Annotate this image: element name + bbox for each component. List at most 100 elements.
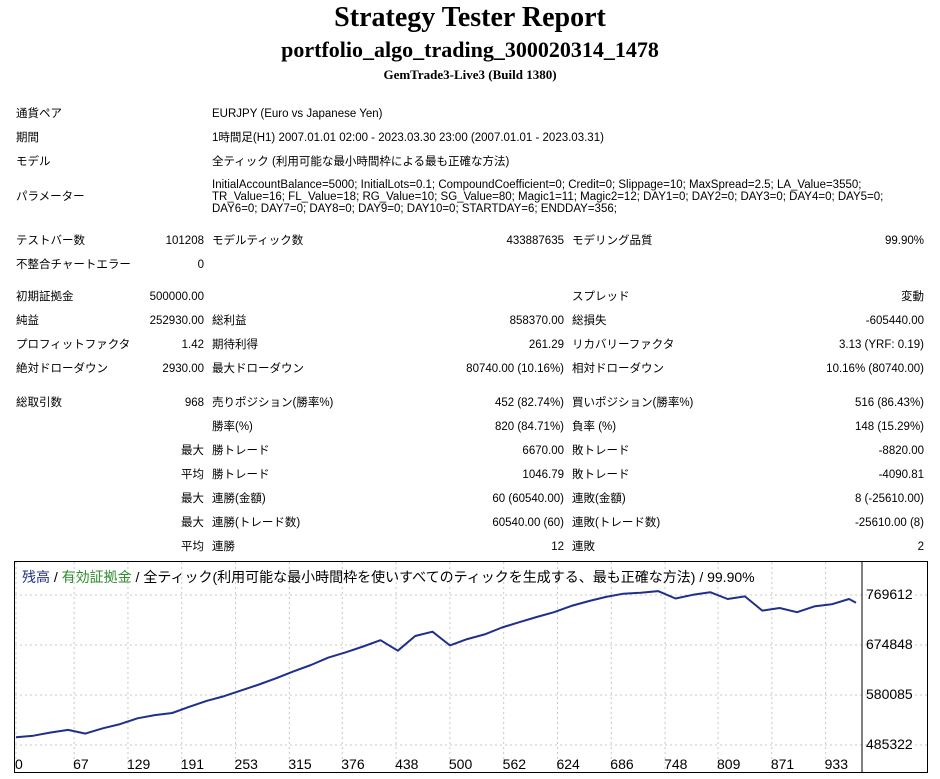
x-tick-label: 253 <box>234 756 258 772</box>
bars-value: 101208 <box>165 235 204 247</box>
max-drawdown-label: 最大ドローダウン <box>212 363 304 375</box>
x-tick-label: 748 <box>664 756 688 772</box>
avg-cons-losses-value: 2 <box>917 541 924 553</box>
max-cons-loss-label: 連敗(トレード数) <box>572 517 661 529</box>
x-tick-label: 438 <box>395 756 419 772</box>
params-line-2: TR_Value=16; FL_Value=18; RG_Value=10; S… <box>212 191 884 203</box>
abs-drawdown-value: 2930.00 <box>162 363 204 375</box>
quality-label: モデリング品質 <box>572 235 653 247</box>
largest-loss-value: -8820.00 <box>878 445 924 457</box>
x-tick-label: 67 <box>73 756 89 772</box>
legend-separator: / <box>50 569 62 585</box>
total-trades-label: 総取引数 <box>16 397 62 409</box>
bars-label: テストバー数 <box>16 235 85 247</box>
quality-value: 99.90% <box>884 235 924 247</box>
max-drawdown-value: 80740.00 (10.16%) <box>466 363 564 375</box>
avg-cons-losses-label: 連敗 <box>572 541 595 553</box>
loss-rate-label: 負率 (%) <box>572 421 617 433</box>
y-tick-label: 580085 <box>866 686 913 702</box>
x-tick-label: 376 <box>341 756 365 772</box>
ticks-value: 433887635 <box>506 235 564 247</box>
recovery-factor-value: 3.13 (YRF: 0.19) <box>838 339 924 351</box>
short-positions-value: 452 (82.74%) <box>494 397 564 409</box>
total-trades-value: 968 <box>184 397 204 409</box>
x-tick-label: 686 <box>610 756 634 772</box>
balance-chart-svg <box>14 561 928 773</box>
server-name: GemTrade3-Live3 (Build 1380) <box>383 67 557 82</box>
model-value: 全ティック (利用可能な最小時間枠による最も正確な方法) <box>212 156 510 168</box>
avg-cons-word: 平均 <box>181 541 204 553</box>
max-cons-wins-label: 連勝(金額) <box>212 493 266 505</box>
max-cons-loss-value: -25610.00 (8) <box>854 517 924 529</box>
max-cons-losses-value: 8 (-25610.00) <box>854 493 924 505</box>
gross-loss-label: 総損失 <box>572 315 607 327</box>
max-cons-wins-value: 60 (60540.00) <box>492 493 564 505</box>
model-label: モデル <box>16 156 51 168</box>
abs-drawdown-label: 絶対ドローダウン <box>16 363 108 375</box>
x-tick-label: 315 <box>288 756 312 772</box>
deposit-label: 初期証拠金 <box>16 291 74 303</box>
legend-equity: 有効証拠金 <box>61 569 132 585</box>
avg-loss-value: -4090.81 <box>878 469 924 481</box>
gross-profit-label: 総利益 <box>212 315 247 327</box>
params-line-1: InitialAccountBalance=5000; InitialLots=… <box>212 179 862 191</box>
max-cons-profit-label: 連勝(トレード数) <box>212 517 301 529</box>
y-tick-label: 485322 <box>866 736 913 752</box>
y-tick-label: 674848 <box>866 636 913 652</box>
largest-win-value: 6670.00 <box>522 445 564 457</box>
expected-payoff-value: 261.29 <box>528 339 564 351</box>
profit-factor-label: プロフィットファクタ <box>16 339 131 351</box>
ticks-label: モデルティック数 <box>212 235 304 247</box>
avg-win-value: 1046.79 <box>522 469 564 481</box>
net-label: 純益 <box>16 315 39 327</box>
params-line-3: DAY6=0; DAY7=0; DAY8=0; DAY9=0; DAY10=0;… <box>212 203 617 215</box>
x-tick-label: 809 <box>717 756 741 772</box>
mismatch-value: 0 <box>197 259 204 271</box>
long-positions-label: 買いポジション(勝率%) <box>572 397 694 409</box>
x-tick-label: 871 <box>770 756 795 772</box>
report-title: Strategy Tester Report <box>334 2 606 33</box>
x-tick-label: 562 <box>502 756 527 772</box>
report-subtitle: portfolio_algo_trading_300020314_1478 <box>281 37 659 62</box>
chart-frame <box>14 561 928 773</box>
gross-profit-value: 858370.00 <box>509 315 564 327</box>
period-value: 1時間足(H1) 2007.01.01 02:00 - 2023.03.30 2… <box>212 132 604 144</box>
rel-drawdown-value: 10.16% (80740.00) <box>826 363 924 375</box>
short-positions-label: 売りポジション(勝率%) <box>212 397 334 409</box>
pair-value: EURJPY (Euro vs Japanese Yen) <box>212 108 383 120</box>
loss-rate-value: 148 (15.29%) <box>854 421 924 433</box>
avg-loss-label: 敗トレード <box>572 469 630 481</box>
average-word: 平均 <box>181 469 204 481</box>
recovery-factor-label: リカバリーファクタ <box>572 339 675 351</box>
max-cons-losses-label: 連敗(金額) <box>572 493 626 505</box>
long-positions-value: 516 (86.43%) <box>854 397 924 409</box>
largest-loss-label: 敗トレード <box>572 445 630 457</box>
x-tick-label: 500 <box>448 756 473 772</box>
x-tick-label: 933 <box>824 756 848 772</box>
spread-value: 変動 <box>901 291 924 303</box>
x-tick-label: 129 <box>126 756 151 772</box>
period-label: 期間 <box>16 132 39 144</box>
x-tick-label: 191 <box>180 756 205 772</box>
avg-cons-wins-value: 12 <box>551 541 564 553</box>
win-rate-value: 820 (84.71%) <box>494 421 564 433</box>
win-rate-label: 勝率(%) <box>212 421 253 433</box>
profit-factor-value: 1.42 <box>181 339 204 351</box>
pair-label: 通貨ペア <box>16 108 62 120</box>
avg-cons-wins-label: 連勝 <box>212 541 235 553</box>
max-cons-profit-value: 60540.00 (60) <box>492 517 564 529</box>
chart-legend: 残高 / 有効証拠金 / 全ティック(利用可能な最小時間枠を使いすべてのティック… <box>22 567 755 587</box>
max-cons-wins-word: 最大 <box>181 493 204 505</box>
net-value: 252930.00 <box>149 315 204 327</box>
y-tick-label: 769612 <box>866 586 913 602</box>
largest-win-label: 勝トレード <box>212 445 270 457</box>
largest-word: 最大 <box>181 445 204 457</box>
balance-chart <box>14 561 928 773</box>
legend-balance: 残高 <box>22 569 50 585</box>
rel-drawdown-label: 相対ドローダウン <box>572 363 664 375</box>
params-label: パラメーター <box>16 191 85 203</box>
gross-loss-value: -605440.00 <box>865 315 924 327</box>
deposit-value: 500000.00 <box>149 291 204 303</box>
max-cons-profit-word: 最大 <box>181 517 204 529</box>
x-tick-label: 0 <box>15 756 23 772</box>
